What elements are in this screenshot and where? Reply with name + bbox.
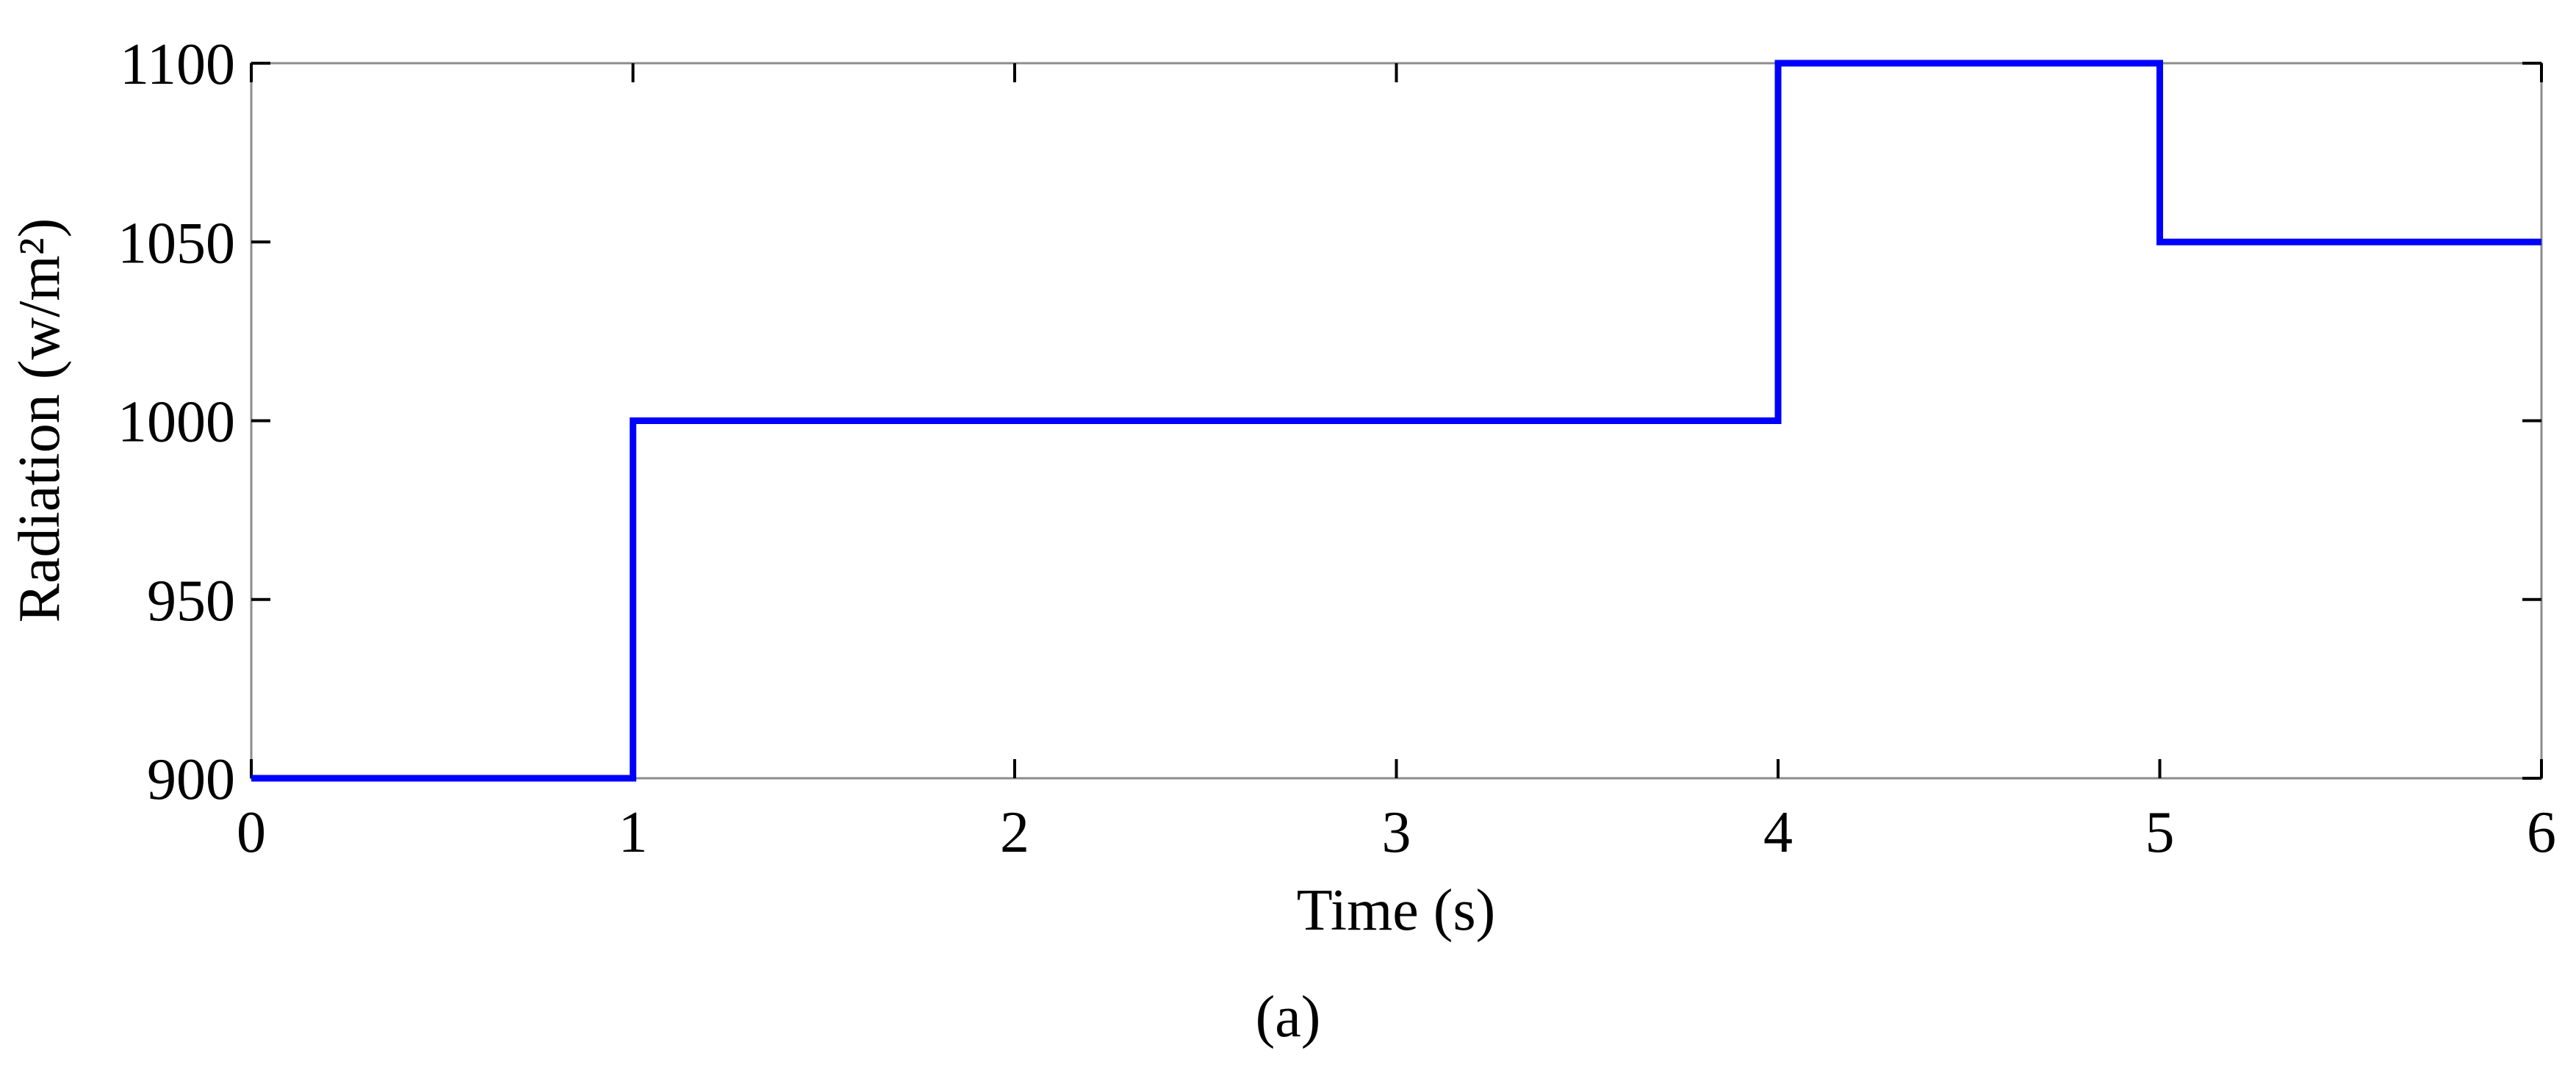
caption: (a) — [1256, 985, 1321, 1049]
x-tick-label: 0 — [237, 800, 266, 865]
y-tick-label: 950 — [147, 569, 235, 633]
y-tick-label: 900 — [147, 747, 235, 812]
y-tick-label: 1100 — [120, 32, 235, 97]
x-tick-label: 3 — [1382, 800, 1411, 865]
x-axis-label: Time (s) — [1297, 878, 1495, 943]
x-tick-label: 1 — [619, 800, 648, 865]
y-tick-label: 1000 — [118, 390, 235, 455]
data-line — [251, 60, 2541, 782]
y-axis-label: Radiation (w/m²) — [7, 218, 72, 623]
y-tick-label: 1050 — [118, 211, 235, 276]
x-tick-label: 5 — [2145, 800, 2175, 865]
x-tick-label: 2 — [1000, 800, 1029, 865]
x-tick-label: 4 — [1763, 800, 1793, 865]
x-tick-label: 6 — [2527, 800, 2556, 865]
